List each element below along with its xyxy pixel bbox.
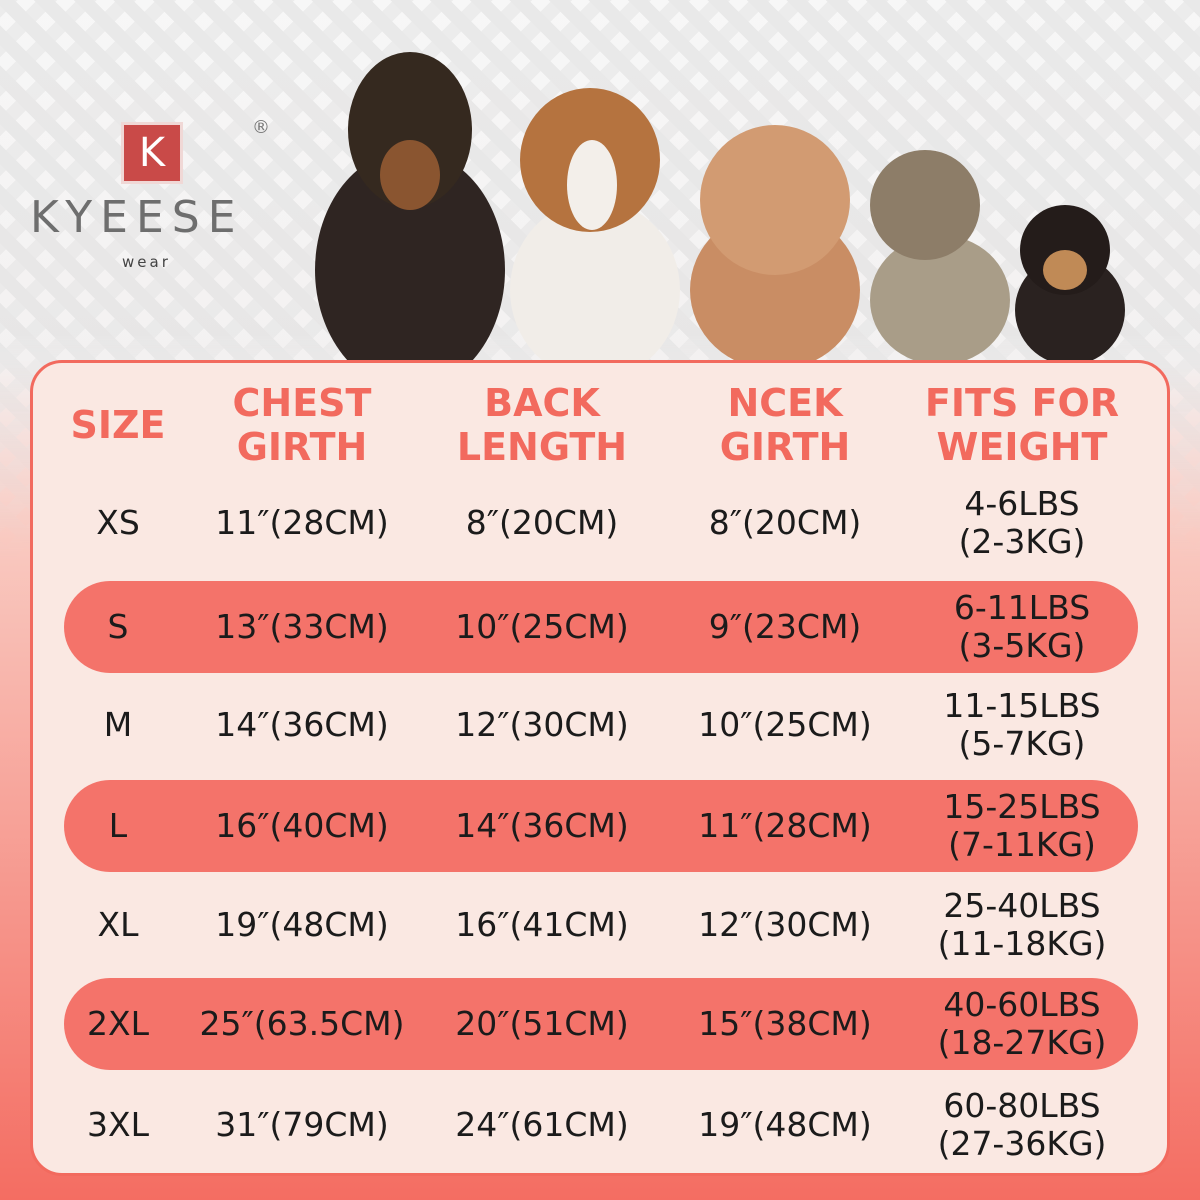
table-cell: 25″(63.5CM) [199,1004,405,1043]
table-cell: 16″(41CM) [455,905,629,944]
cell-line: CHEST [232,381,372,425]
table-cell: 24″(61CM) [455,1105,629,1144]
table-cell: 11-15LBS (5-7KG) [943,687,1100,763]
cell-line: 6-11LBS [953,588,1091,627]
cell-line: SIZE [70,403,166,447]
table-cell: 16″(40CM) [215,806,389,845]
table-cell: 8″(20CM) [465,503,619,542]
cell-line: (18-27KG) [937,1023,1107,1062]
cell-line: (2-3KG) [958,522,1086,561]
table-cell: 15″(38CM) [698,1004,872,1043]
row-highlight [64,581,1138,673]
cell-line: (11-18KG) [937,924,1107,963]
table-cell: 19″(48CM) [215,905,389,944]
cell-line: FITS FOR [924,381,1120,425]
cell-line: 60-80LBS [943,1086,1101,1125]
table-cell: 4-6LBS (2-3KG) [959,485,1086,561]
table-cell: L [108,806,128,845]
column-header: SIZE [70,403,165,447]
cell-line: 11-15LBS [943,686,1101,725]
table-cell: 20″(51CM) [455,1004,629,1043]
table-cell: M [103,705,133,744]
table-cell: 3XL [87,1105,149,1144]
registered-mark: ® [252,117,270,138]
row-highlight [64,780,1138,872]
brand-sub: wear [122,253,171,271]
cell-line: LENGTH [456,425,628,469]
brand-name: KYEESE [30,192,244,243]
table-cell: 2XL [87,1004,149,1043]
cell-line: (7-11KG) [948,825,1096,864]
table-cell: 15-25LBS (7-11KG) [943,788,1100,864]
table-cell: 14″(36CM) [455,806,629,845]
table-cell: 10″(25CM) [455,607,629,646]
column-header: NCEK GIRTH [720,381,851,469]
column-header: FITS FOR WEIGHT [925,381,1119,469]
dogs-illustration [315,52,1125,370]
cell-line: BACK [484,381,600,425]
table-cell: 11″(28CM) [215,503,389,542]
table-cell: S [107,607,129,646]
logo-box: K [121,122,183,184]
table-cell: XL [97,905,139,944]
table-cell: 10″(25CM) [698,705,872,744]
table-cell: 40-60LBS (18-27KG) [938,986,1107,1062]
table-cell: 11″(28CM) [698,806,872,845]
table-cell: 9″(23CM) [708,607,862,646]
table-cell: 6-11LBS (3-5KG) [954,589,1090,665]
table-cell: XS [96,503,140,542]
table-cell: 12″(30CM) [698,905,872,944]
table-cell: 31″(79CM) [215,1105,389,1144]
cell-line: (27-36KG) [937,1124,1107,1163]
cell-line: 4-6LBS [964,484,1080,523]
cell-line: NCEK [727,381,843,425]
cell-line: (3-5KG) [958,626,1086,665]
cell-line: GIRTH [236,425,368,469]
row-highlight [64,978,1138,1070]
column-header: CHEST GIRTH [233,381,372,469]
table-cell: 13″(33CM) [215,607,389,646]
cell-line: (5-7KG) [958,724,1086,763]
table-cell: 8″(20CM) [708,503,862,542]
table-cell: 25-40LBS (11-18KG) [938,887,1107,963]
cell-line: WEIGHT [936,425,1108,469]
table-cell: 19″(48CM) [698,1105,872,1144]
table-cell: 60-80LBS (27-36KG) [938,1087,1107,1163]
cell-line: 25-40LBS [943,886,1101,925]
cell-line: 40-60LBS [943,985,1101,1024]
table-cell: 14″(36CM) [215,705,389,744]
cell-line: GIRTH [719,425,851,469]
cell-line: 15-25LBS [943,787,1101,826]
table-cell: 12″(30CM) [455,705,629,744]
column-header: BACK LENGTH [457,381,627,469]
logo-letter: K [138,130,166,176]
